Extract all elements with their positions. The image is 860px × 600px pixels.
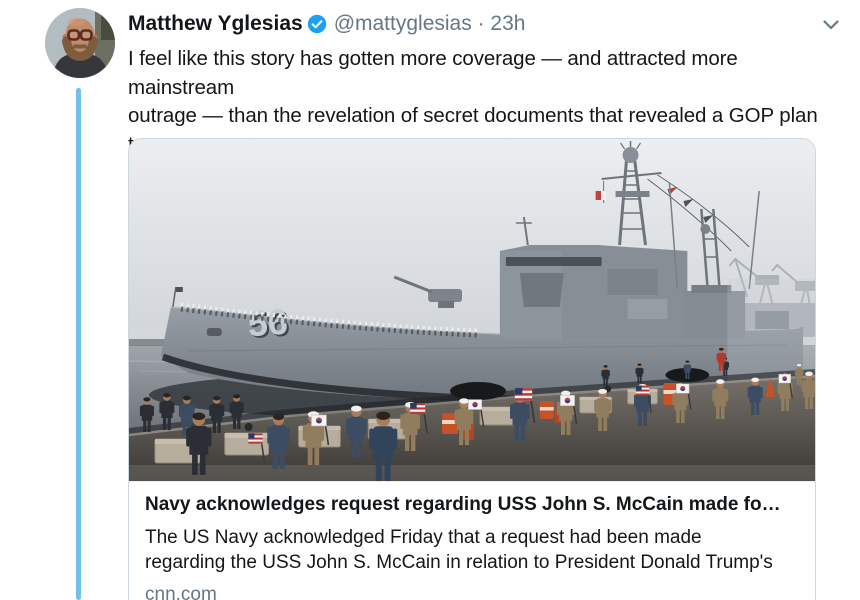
author-name[interactable]: Matthew Yglesias [128,12,303,35]
card-domain: cnn.com [145,584,217,600]
dot-separator: · [477,12,485,35]
hull-number: 56 56 [246,301,292,347]
verified-badge-icon[interactable] [307,14,327,34]
tweet-body-line: I feel like this story has gotten more c… [128,47,738,99]
card-title: Navy acknowledges request regarding USS … [145,494,781,515]
handle-and-time[interactable]: @mattyglesias · 23h [334,12,526,36]
destroyer: 56 56 [160,141,815,403]
card-description-line: regarding the USS John S. McCain in rela… [145,552,773,573]
card-image-ship-photo[interactable]: 56 56 [129,139,815,481]
aft-superstructure [668,182,790,339]
forward-gun [393,275,463,308]
thread-line [76,88,81,600]
hull [160,307,804,401]
card-description: The US Navy acknowledged Friday that a r… [145,525,799,575]
svg-text:56: 56 [246,301,289,345]
chevron-down-icon[interactable] [820,14,842,36]
tweet-header: Matthew Yglesias @mattyglesias · 23h [128,10,828,38]
timestamp[interactable]: 23h [490,12,526,35]
card-description-line: The US Navy acknowledged Friday that a r… [145,527,702,548]
avatar-illustration [45,8,115,78]
svg-text:56: 56 [249,302,292,346]
superstructure [499,216,688,339]
avatar[interactable] [45,8,115,78]
link-card[interactable]: 56 56 [128,138,816,600]
handle[interactable]: @mattyglesias [333,12,472,35]
card-body[interactable]: Navy acknowledges request regarding USS … [129,481,815,600]
